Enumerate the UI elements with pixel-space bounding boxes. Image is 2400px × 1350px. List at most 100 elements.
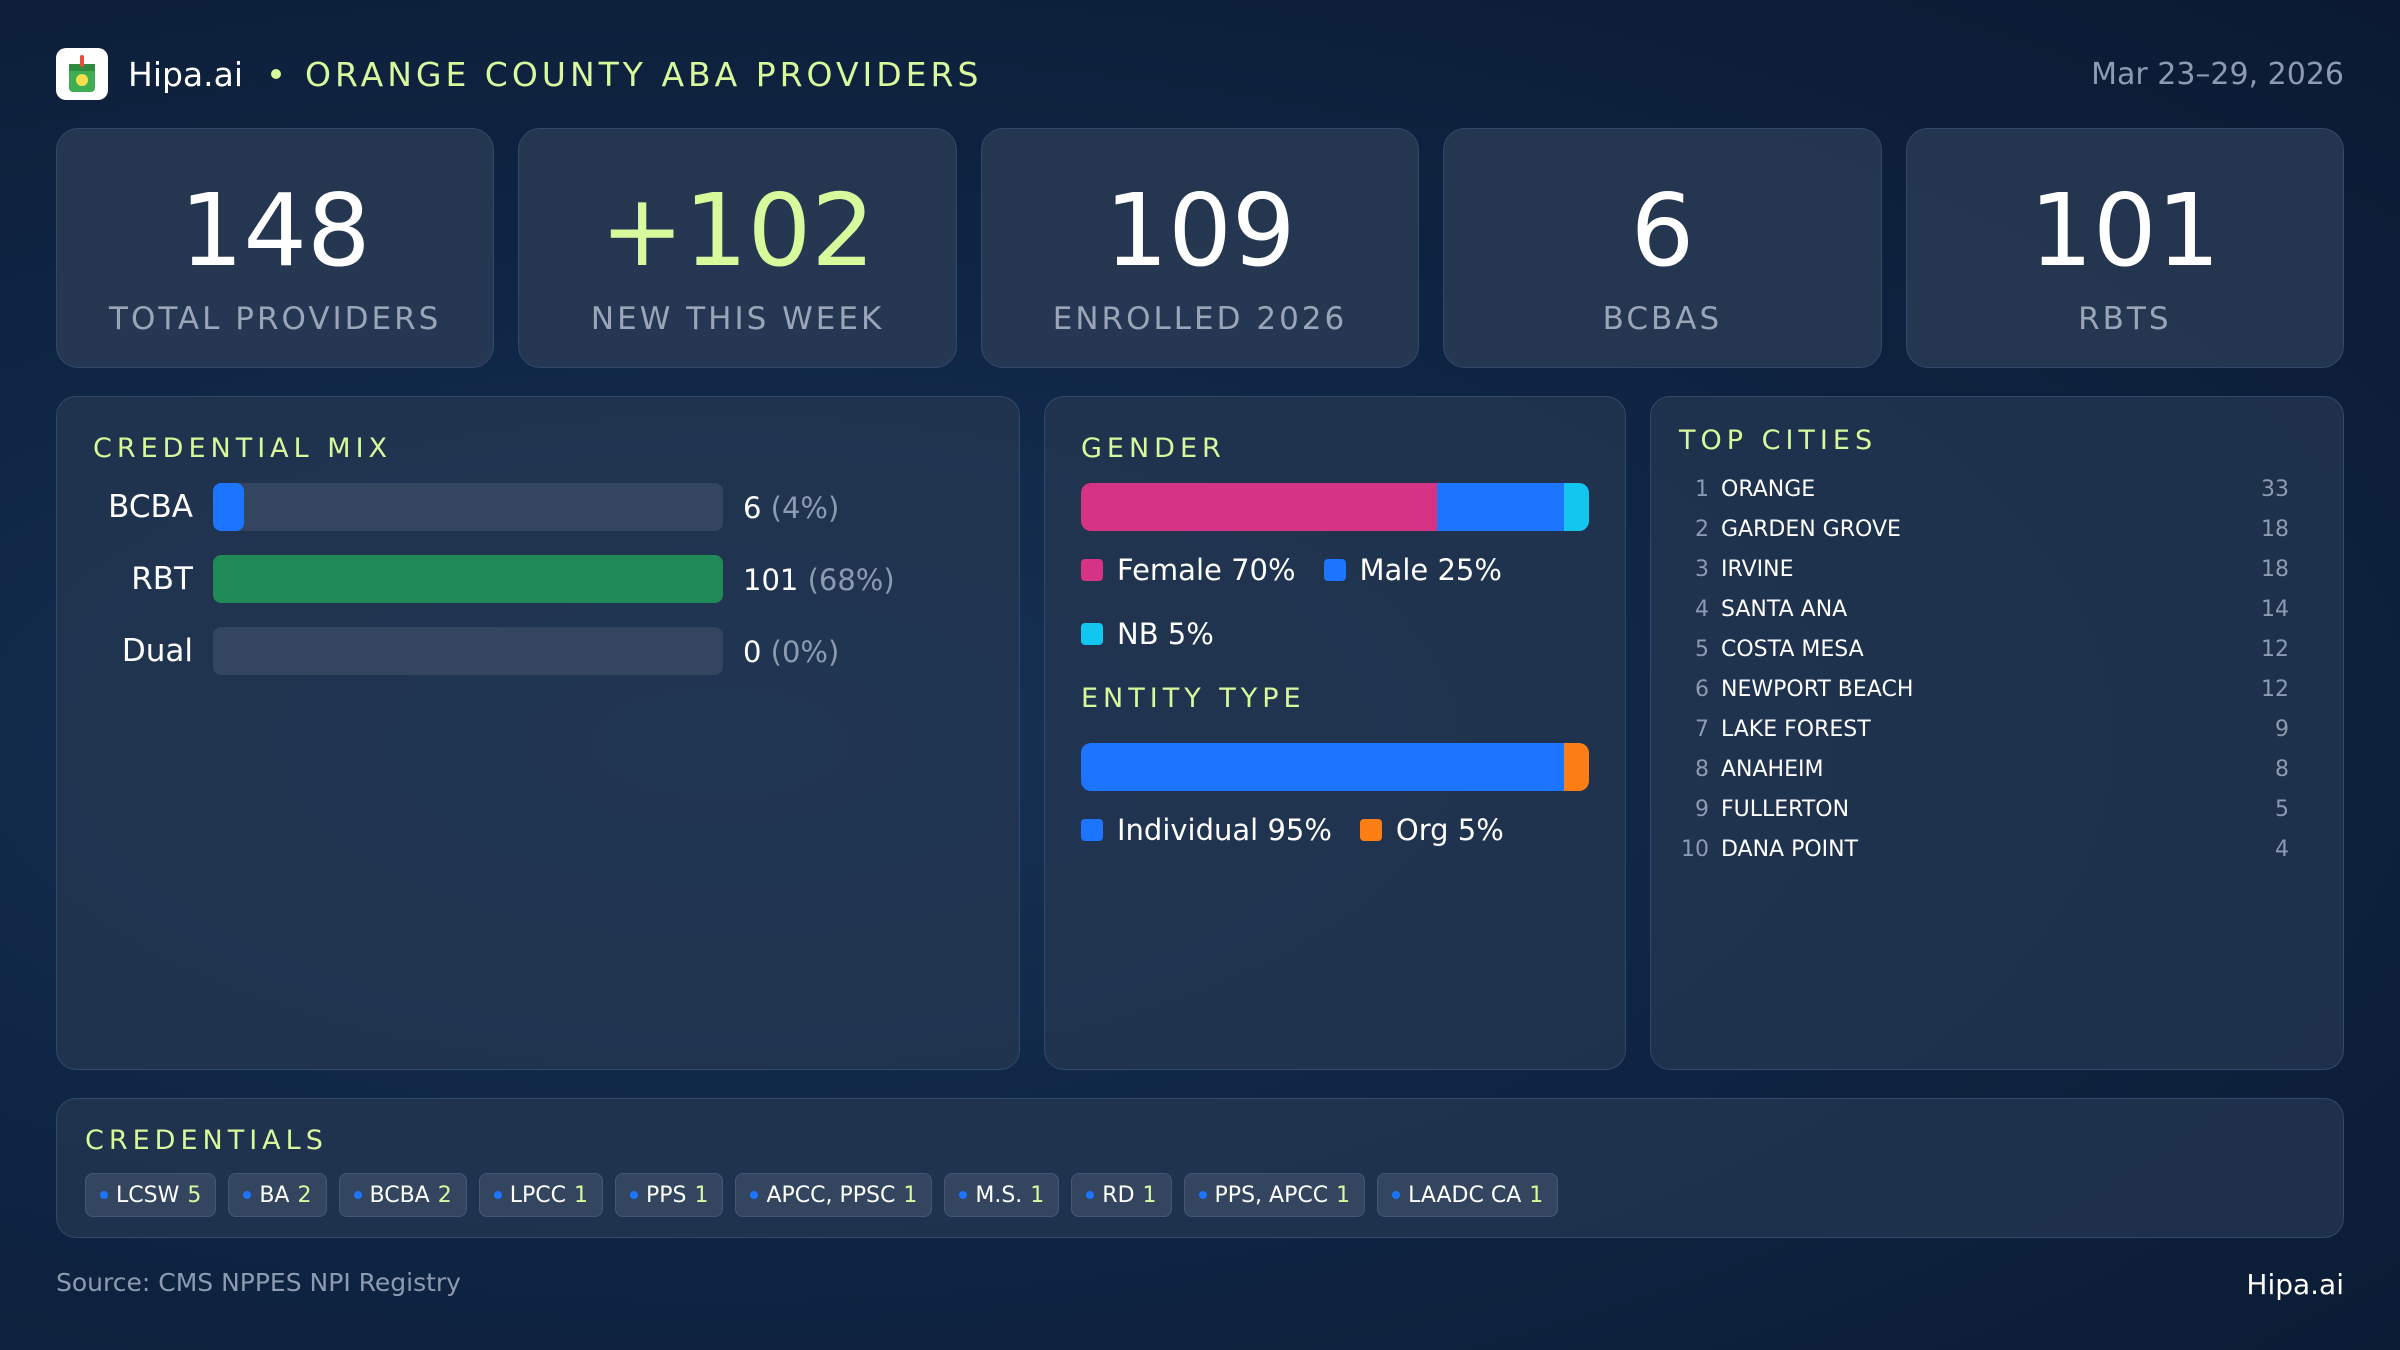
date-range: Mar 23–29, 2026 (2091, 56, 2344, 92)
page-title: ORANGE COUNTY ABA PROVIDERS (305, 54, 983, 94)
city-name: ORANGE (1721, 477, 1816, 502)
bar-value: 0 (0%) (743, 635, 839, 669)
bar-track (213, 555, 723, 603)
credential-mix-panel: CREDENTIAL MIX BCBA 6 (4%) RBT 101 (68%)… (56, 396, 1020, 1070)
city-name: ANAHEIM (1721, 757, 1824, 782)
panel-title: CREDENTIAL MIX (93, 433, 393, 464)
city-count: 8 (2275, 757, 2289, 782)
credential-chip[interactable]: LCSW 5 (85, 1173, 217, 1217)
credential-chip[interactable]: BA 2 (228, 1173, 327, 1217)
city-rank: 1 (1695, 477, 1709, 502)
city-count: 12 (2261, 637, 2289, 662)
stack-segment (1563, 483, 1589, 531)
chip-count: 2 (297, 1182, 312, 1208)
bar-track (213, 627, 723, 675)
legend-label: NB 5% (1117, 617, 1214, 651)
city-rank: 9 (1695, 797, 1709, 822)
kpi-row: 148 TOTAL PROVIDERS +102 NEW THIS WEEK 1… (56, 128, 2345, 368)
legend-label: Male 25% (1359, 553, 1502, 587)
bar-value: 101 (68%) (743, 563, 895, 597)
chip-count: 1 (694, 1182, 709, 1208)
city-name: GARDEN GROVE (1721, 517, 1901, 542)
chip-count: 1 (1030, 1182, 1045, 1208)
bar-fill-rbt (213, 555, 723, 603)
stack-segment (1563, 743, 1589, 791)
gender-legend: Female 70% Male 25% NB 5% (1081, 553, 1601, 651)
chip-count: 1 (1529, 1182, 1544, 1208)
city-name: NEWPORT BEACH (1721, 677, 1914, 702)
chip-label: LCSW (116, 1182, 180, 1208)
chip-dot-icon (243, 1191, 252, 1199)
city-rank: 10 (1681, 837, 1709, 862)
city-name: LAKE FOREST (1721, 717, 1871, 742)
stack-segment (1081, 743, 1564, 791)
chip-dot-icon (959, 1191, 968, 1199)
credential-chip[interactable]: RD 1 (1071, 1173, 1172, 1217)
drink-cup-icon[interactable] (56, 48, 108, 100)
city-name: FULLERTON (1721, 797, 1850, 822)
footer: Source: CMS NPPES NPI Registry Hipa.ai (56, 1268, 2344, 1301)
chip-label: BCBA (369, 1182, 430, 1208)
city-rank: 5 (1695, 637, 1709, 662)
kpi-value: 6 (1630, 172, 1695, 289)
credential-bar-row-bcba: BCBA 6 (4%) (57, 483, 1019, 531)
city-row: 10 DANA POINT 4 (1679, 837, 2289, 877)
chip-dot-icon (750, 1191, 759, 1199)
panel-title: CREDENTIALS (85, 1125, 328, 1156)
city-count: 14 (2261, 597, 2289, 622)
credential-chip[interactable]: PPS 1 (614, 1173, 724, 1217)
kpi-card-rbts: 101 RBTS (1905, 128, 2345, 368)
legend-swatch (1081, 559, 1103, 581)
chip-label: PPS, APCC (1214, 1182, 1329, 1208)
legend-swatch (1359, 819, 1382, 841)
chip-count: 1 (1336, 1182, 1351, 1208)
city-row: 3 IRVINE 18 (1679, 557, 2289, 597)
stack-segment (1081, 483, 1437, 531)
gender-stacked-bar (1081, 483, 1589, 531)
credential-bar-row-rbt: RBT 101 (68%) (57, 555, 1019, 603)
bar-count: 101 (743, 563, 799, 597)
kpi-label: BCBAS (1602, 301, 1723, 337)
chip-label: RD (1102, 1182, 1135, 1208)
credential-chip[interactable]: BCBA 2 (338, 1173, 467, 1217)
city-name: COSTA MESA (1721, 637, 1864, 662)
chip-count: 2 (437, 1182, 452, 1208)
city-rank: 7 (1695, 717, 1709, 742)
city-rank: 8 (1695, 757, 1709, 782)
kpi-label: NEW THIS WEEK (590, 301, 885, 337)
city-rank: 3 (1695, 557, 1709, 582)
credential-chip[interactable]: PPS, APCC 1 (1183, 1173, 1366, 1217)
chip-dot-icon (493, 1191, 502, 1199)
kpi-value: +102 (600, 172, 875, 289)
bar-track (213, 483, 723, 531)
credential-chip[interactable]: APCC, PPSC 1 (735, 1173, 933, 1217)
city-row: 6 NEWPORT BEACH 12 (1679, 677, 2289, 717)
kpi-card-enrolled-2026: 109 ENROLLED 2026 (980, 128, 1420, 368)
city-row: 2 GARDEN GROVE 18 (1679, 517, 2289, 557)
credential-chip[interactable]: LAADC CA 1 (1377, 1173, 1559, 1217)
chip-count: 1 (573, 1182, 588, 1208)
city-row: 9 FULLERTON 5 (1679, 797, 2289, 837)
credential-chip[interactable]: LPCC 1 (478, 1173, 603, 1217)
legend-label: Female 70% (1117, 553, 1296, 587)
chip-label: LPCC (509, 1182, 566, 1208)
city-count: 18 (2261, 517, 2289, 542)
chip-count: 1 (903, 1182, 918, 1208)
credential-chip[interactable]: M.S. 1 (944, 1173, 1060, 1217)
kpi-label: TOTAL PROVIDERS (109, 301, 442, 337)
entity-type-legend: Individual 95% Org 5% (1081, 813, 1601, 847)
legend-swatch (1081, 623, 1103, 645)
chip-label: PPS (645, 1182, 687, 1208)
kpi-value: 101 (2029, 172, 2221, 289)
credentials-panel: CREDENTIALS LCSW 5 BA 2 BCBA 2 LPCC 1 PPS 1 APCC, … (56, 1098, 2344, 1238)
kpi-value: 148 (179, 172, 371, 289)
chip-dot-icon (629, 1191, 638, 1199)
city-rank: 4 (1695, 597, 1709, 622)
legend-item: Female 70% (1081, 553, 1296, 587)
kpi-card-total-providers: 148 TOTAL PROVIDERS (56, 128, 495, 368)
city-row: 4 SANTA ANA 14 (1679, 597, 2289, 637)
source-note: Source: CMS NPPES NPI Registry (56, 1268, 461, 1297)
bar-label: Dual (121, 633, 193, 669)
brand-name: Hipa.ai (128, 54, 244, 94)
footer-brand: Hipa.ai (2246, 1268, 2344, 1301)
